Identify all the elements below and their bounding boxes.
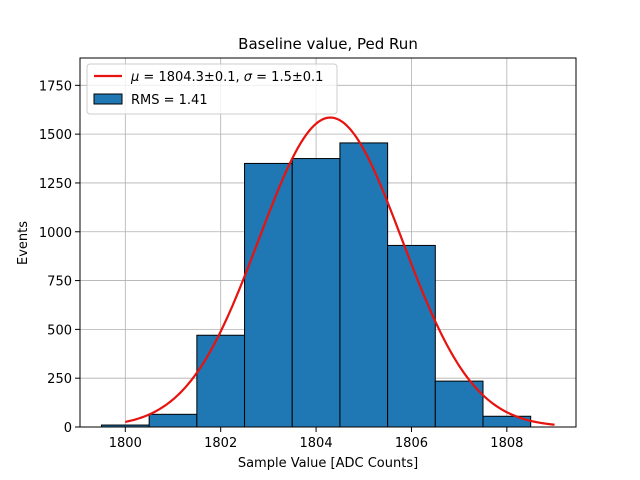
- y-tick-label: 1000: [39, 226, 72, 241]
- x-tick-label: 1808: [490, 436, 523, 451]
- x-tick-label: 1802: [204, 436, 237, 451]
- legend-histogram-swatch: [93, 93, 123, 105]
- histogram-bars: [100, 142, 532, 428]
- legend-fit-label: μ = 1804.3±0.1, σ = 1.5±0.1: [130, 70, 323, 85]
- x-tick-label: 1800: [109, 436, 142, 451]
- legend-histogram-label: RMS = 1.41: [131, 93, 208, 108]
- x-tick-label: 1806: [395, 436, 428, 451]
- y-axis-ticks: 0 250 500 750 1000 1250 1500 1750: [39, 79, 80, 436]
- y-tick-label: 750: [47, 275, 72, 290]
- x-tick-label: 1804: [300, 436, 333, 451]
- histogram-bar: [434, 380, 484, 428]
- plot-frame: [79, 57, 577, 428]
- gaussian-fit-curve: [125, 116, 555, 426]
- legend-sigma-value: = 1.5±0.1: [252, 70, 323, 85]
- y-tick-label: 1250: [39, 177, 72, 192]
- legend-mu-symbol: μ: [130, 70, 139, 85]
- y-tick-label: 250: [47, 372, 72, 387]
- histogram-bar: [196, 334, 246, 428]
- histogram-bar: [291, 158, 341, 428]
- y-tick-label: 1500: [39, 128, 72, 143]
- y-tick-label: 1750: [39, 79, 72, 94]
- x-axis-ticks: 1800 1802 1804 1806 1808: [109, 427, 523, 451]
- chart-title: Baseline value, Ped Run: [238, 35, 418, 53]
- legend-mu-value: = 1804.3±0.1,: [139, 70, 243, 85]
- histogram-bar: [244, 162, 293, 428]
- y-tick-label: 0: [64, 421, 72, 436]
- legend-box: [86, 63, 338, 115]
- y-tick-label: 500: [47, 323, 72, 338]
- legend-sigma-symbol: σ: [244, 70, 253, 85]
- legend: μ = 1804.3±0.1, σ = 1.5±0.1 RMS = 1.41: [86, 63, 338, 115]
- histogram-bar: [387, 244, 436, 428]
- y-axis-label: Events: [16, 221, 31, 265]
- x-axis-label: Sample Value [ADC Counts]: [238, 456, 418, 471]
- histogram-bar: [148, 413, 198, 428]
